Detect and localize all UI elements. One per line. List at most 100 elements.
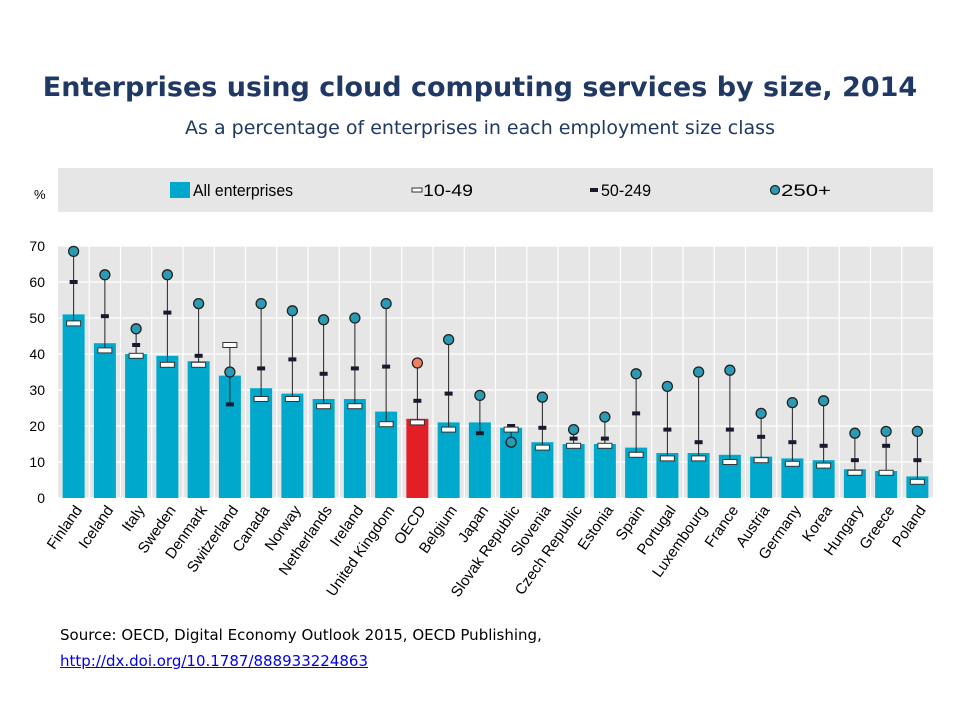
marker-10-49 [253,396,269,402]
y-tick-label: 0 [37,490,45,506]
marker-10-49 [66,320,82,327]
marker-50-249 [100,314,109,319]
marker-10-49 [847,469,863,476]
marker-250-plus [380,297,392,310]
legend-swatch-circle [769,184,781,196]
marker-50-249 [194,353,203,358]
legend-item-3: 250+ [769,181,831,200]
marker-10-49 [97,347,113,354]
marker-50-249 [225,402,234,407]
marker-250-plus [161,269,174,281]
bar [218,375,241,498]
legend-swatch-dash [411,187,423,193]
y-tick-label: 30 [29,382,45,398]
marker-10-49 [534,444,550,451]
bar [687,453,710,498]
marker-50-249 [382,364,391,369]
marker-10-49 [347,403,363,410]
marker-50-249 [444,391,453,396]
legend-swatch-dash [590,188,598,192]
marker-10-49 [628,451,644,458]
bar [843,469,866,498]
legend-swatch-bar [170,182,190,198]
marker-250-plus [536,391,549,403]
marker-50-249 [757,434,766,439]
y-tick-label: 70 [29,238,45,254]
marker-10-49 [503,426,519,433]
marker-10-49 [878,469,894,476]
bar [156,355,179,498]
source-link[interactable]: http://dx.doi.org/10.1787/888933224863 [60,652,369,670]
marker-10-49 [784,460,800,467]
chart-area: % All enterprises 10-49 50-249 250+ 0 10 20 30 40… [29,168,933,600]
marker-10-49 [222,342,238,348]
bar [437,422,460,498]
marker-250-plus [786,396,799,409]
y-axis-unit: % [34,187,46,202]
marker-10-49 [659,455,675,462]
bar [718,454,741,498]
marker-250-plus [192,297,205,310]
marker-250-plus [505,436,517,448]
marker-10-49 [441,426,457,433]
marker-250-plus [349,312,361,324]
marker-10-49 [284,396,300,402]
marker-10-49 [722,459,738,465]
marker-50-249 [319,371,328,376]
legend-label: 50-249 [601,181,651,200]
bar [531,442,554,498]
marker-10-49 [316,403,332,410]
marker-10-49 [409,419,425,426]
marker-10-49 [816,462,832,469]
marker-10-49 [691,455,707,462]
marker-50-249 [257,366,266,371]
bar [500,427,523,498]
marker-250-plus [224,366,236,378]
marker-50-249 [569,436,578,441]
marker-250-plus [817,395,830,407]
category-group: Spain [612,368,648,544]
y-tick-label: 20 [29,418,45,434]
marker-250-plus [880,425,892,438]
legend-box [58,168,933,212]
bar [593,444,616,498]
marker-50-249 [475,431,484,436]
marker-50-249 [163,310,172,315]
legend-label: 250+ [781,181,831,200]
y-tick-label: 60 [29,274,45,290]
marker-10-49 [566,442,582,449]
bar [781,458,804,498]
marker-50-249 [632,411,641,416]
bar [656,453,679,498]
marker-250-plus [411,357,424,369]
marker-10-49 [753,457,769,464]
marker-10-49 [378,421,394,428]
y-tick-label: 50 [29,310,45,326]
marker-10-49 [159,361,175,368]
marker-50-249 [413,398,422,403]
bar [468,422,491,498]
bar [625,447,648,498]
marker-50-249 [350,366,359,371]
bar [62,314,85,498]
legend-label: All enterprises [193,181,293,200]
marker-50-249 [288,357,297,362]
y-tick-label: 10 [29,454,45,470]
y-tick-label: 40 [29,346,45,362]
bar [562,444,585,498]
marker-10-49 [597,442,613,449]
marker-10-49 [191,361,207,368]
bar [406,418,429,498]
marker-50-249 [819,443,828,448]
marker-50-249 [882,443,891,448]
marker-50-249 [850,458,859,463]
bar [750,456,773,498]
marker-50-249 [600,436,609,441]
marker-50-249 [538,425,547,430]
x-tick-label: Poland [889,503,930,551]
bar [250,388,273,498]
x-tick-label: Italy [119,502,149,535]
marker-250-plus [67,245,80,258]
marker-250-plus [130,323,142,335]
bar [343,399,366,498]
